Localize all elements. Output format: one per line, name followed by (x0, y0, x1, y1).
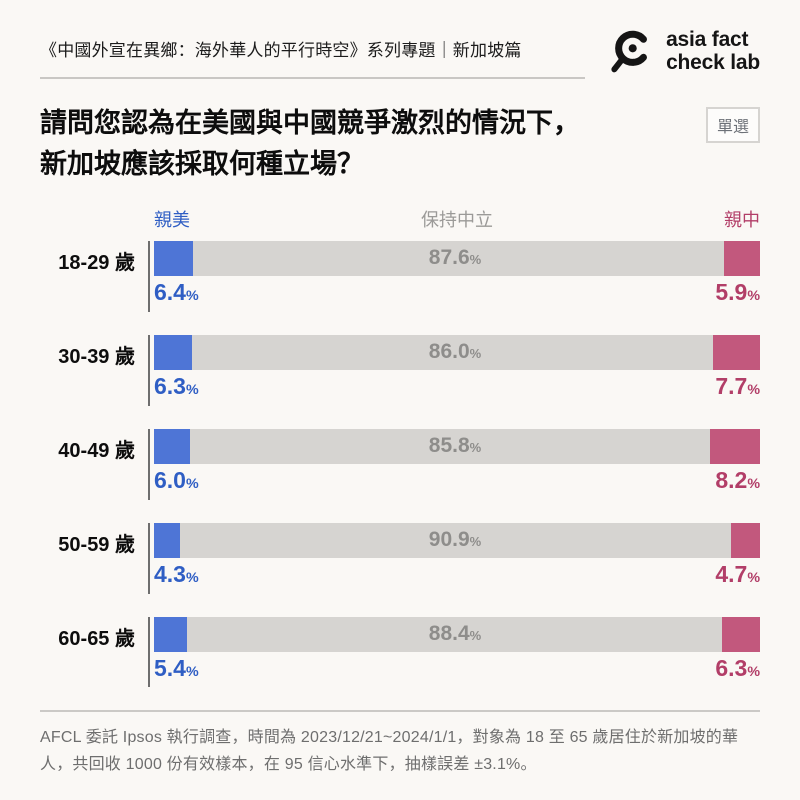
question-title-line1: 請問您認為在美國與中國競爭激烈的情況下， (40, 108, 580, 138)
bar-segment-pro-us (154, 334, 193, 370)
chart-row: 50-59 歲 90.9% 4.3% 4.7% (40, 522, 760, 594)
legend-pro-china: 親中 (724, 210, 760, 230)
age-group-label: 50-59 歲 (58, 533, 135, 556)
legend-neutral: 保持中立 (421, 210, 493, 230)
age-group-label: 40-49 歲 (58, 439, 135, 462)
bar-segment-pro-china (710, 428, 760, 464)
pro-us-value-label: 6.3% (154, 372, 199, 399)
pro-china-value-label: 7.7% (715, 372, 760, 399)
chart-rows: 18-29 歲 87.6% 6.4% 5.9% 30-39 歲 86.0% 6.3% 7.7%… (40, 241, 761, 688)
stacked-bar (154, 616, 760, 652)
single-choice-badge: 單選 (705, 107, 760, 143)
bar-segment-neutral (192, 334, 714, 370)
pro-china-value-label: 6.3% (715, 654, 760, 681)
legend-pro-us: 親美 (154, 210, 190, 230)
series-title: 《中國外宣在異鄉：海外華人的平行時空》系列專題｜新加坡篇 (40, 41, 522, 60)
pro-china-value-label: 8.2% (715, 466, 760, 493)
pro-us-value-label: 6.4% (154, 279, 199, 305)
bar-segment-pro-us (154, 616, 187, 652)
bar-segment-pro-china (724, 241, 761, 276)
bar-segment-pro-us (154, 241, 193, 276)
stacked-bar-chart: 親美 保持中立 親中 18-29 歲 87.6% 6.4% 5.9% 30-39 歲 86… (40, 206, 761, 688)
bar-segment-neutral (190, 428, 711, 464)
age-group-label: 18-29 歲 (58, 252, 135, 274)
pro-us-value-label: 6.0% (154, 466, 199, 493)
chart-row: 30-39 歲 86.0% 6.3% 7.7% (40, 334, 760, 406)
chart-row: 18-29 歲 87.6% 6.4% 5.9% (40, 241, 761, 312)
stacked-bar (154, 241, 761, 276)
value-row: 5.4% 6.3% (154, 652, 760, 684)
question-section: 請問您認為在美國與中國競爭激烈的情況下， 新加坡應該採取何種立場？ 單選 (40, 103, 760, 184)
value-row: 6.0% 8.2% (154, 464, 760, 496)
stacked-bar (154, 428, 760, 464)
pro-china-value-label: 4.7% (715, 560, 760, 587)
bar-segment-pro-us (154, 522, 181, 558)
stacked-bar (154, 522, 760, 558)
value-row: 4.3% 4.7% (154, 558, 760, 590)
magnifier-icon (603, 24, 657, 78)
header: 《中國外宣在異鄉：海外華人的平行時空》系列專題｜新加坡篇 asia fact c… (40, 22, 760, 79)
chart-row: 40-49 歲 85.8% 6.0% 8.2% (40, 428, 760, 500)
bar-block: 90.9% 4.3% 4.7% (148, 522, 760, 594)
chart-legend: 親美 保持中立 親中 (154, 206, 760, 232)
question-title: 請問您認為在美國與中國競爭激烈的情況下， 新加坡應該採取何種立場？ (40, 103, 706, 184)
bar-segment-pro-china (731, 522, 760, 558)
bar-block: 86.0% 6.3% 7.7% (148, 334, 760, 406)
bar-block: 85.8% 6.0% 8.2% (148, 428, 760, 500)
bar-segment-neutral (192, 241, 725, 276)
pro-us-value-label: 5.4% (154, 654, 199, 681)
value-row: 6.4% 5.9% (154, 276, 760, 308)
age-group-label: 60-65 歲 (58, 627, 135, 650)
chart-row: 60-65 歲 88.4% 5.4% 6.3% (40, 616, 760, 688)
afcl-logo: asia fact check lab (603, 22, 760, 78)
question-title-line2: 新加坡應該採取何種立場？ (40, 148, 364, 179)
age-group-label: 30-39 歲 (58, 345, 135, 368)
bar-block: 87.6% 6.4% 5.9% (148, 241, 761, 312)
bar-segment-pro-china (713, 334, 760, 370)
logo-wordmark: asia fact check lab (666, 28, 760, 74)
source-note: AFCL 委託 Ipsos 執行調查，時間為 2023/12/21~2024/1… (40, 729, 739, 773)
bar-segment-neutral (186, 616, 722, 652)
bar-segment-pro-us (154, 428, 191, 464)
series-title-block: 《中國外宣在異鄉：海外華人的平行時空》系列專題｜新加坡篇 (40, 22, 586, 79)
logo-line1: asia fact (666, 27, 749, 51)
bar-segment-neutral (180, 522, 732, 558)
footer: AFCL 委託 Ipsos 執行調查，時間為 2023/12/21~2024/1… (40, 710, 760, 778)
pro-china-value-label: 5.9% (715, 279, 760, 305)
value-row: 6.3% 7.7% (154, 370, 760, 402)
stacked-bar (154, 334, 760, 370)
bar-segment-pro-china (721, 616, 760, 652)
logo-line2: check lab (666, 51, 760, 74)
pro-us-value-label: 4.3% (154, 560, 199, 587)
bar-block: 88.4% 5.4% 6.3% (148, 616, 760, 688)
